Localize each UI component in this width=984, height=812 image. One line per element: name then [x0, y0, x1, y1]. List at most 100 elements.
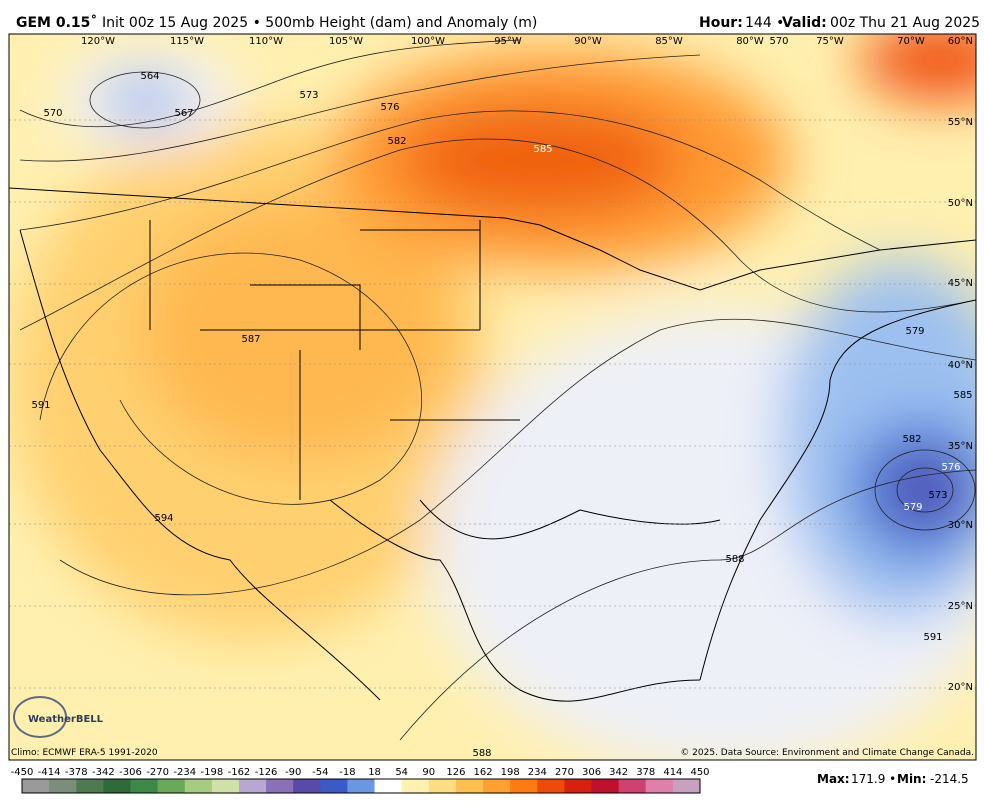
- colorbar-swatch: [266, 779, 294, 793]
- colorbar-swatch: [401, 779, 430, 793]
- colorbar-tick-label: -162: [228, 767, 251, 778]
- latitude-label: 45°N: [948, 278, 973, 289]
- latitude-label: 30°N: [948, 520, 973, 531]
- colorbar-tick-label: 90: [422, 767, 435, 778]
- contour-label: 564: [140, 71, 159, 82]
- longitude-label: 95°W: [494, 36, 522, 47]
- anomaly-field: [10, 34, 976, 760]
- colorbar-swatch: [510, 779, 538, 793]
- colorbar-tick-label: -270: [146, 767, 169, 778]
- contour-label: 588: [725, 554, 744, 565]
- hour-label: Hour:: [699, 15, 743, 31]
- colorbar-tick-label: 234: [528, 767, 547, 778]
- contour-label: 582: [387, 136, 406, 147]
- colorbar-swatch: [211, 779, 240, 793]
- colorbar-tick-label: -198: [200, 767, 223, 778]
- max: 171.9 •: [851, 772, 896, 786]
- contour-labels: 564 567 570 573 576 582 585 587 591 594 579 585 582 5…: [31, 36, 972, 759]
- longitude-label: 110°W: [249, 36, 283, 47]
- longitude-label: 120°W: [81, 36, 115, 47]
- colorbar-swatch: [374, 779, 403, 793]
- colorbar-swatch: [537, 779, 565, 793]
- colorbar-swatch: [157, 779, 186, 793]
- colorbar-tick-label: -90: [285, 767, 301, 778]
- contour-label: 587: [241, 334, 260, 345]
- colorbar-tick-label: 198: [501, 767, 520, 778]
- contour-label: 585: [533, 144, 552, 155]
- contour-label: 591: [923, 632, 942, 643]
- colorbar-tick-label: 270: [555, 767, 574, 778]
- valid-label: Valid:: [782, 15, 827, 31]
- contour-label: 576: [380, 102, 399, 113]
- colorbar-swatch: [455, 779, 484, 793]
- title: Init 00z 15 Aug 2025 • 500mb Height (dam…: [102, 15, 537, 31]
- valid: 00z Thu 21 Aug 2025: [830, 15, 980, 31]
- longitude-label: 75°W: [816, 36, 844, 47]
- graticule: [9, 119, 976, 689]
- colorbar-swatch: [483, 779, 511, 793]
- latitude-label: 60°N: [948, 36, 973, 47]
- colorbar: -450 -414 -378 -342 -306 -270 -234 -198 -162 -126…: [11, 767, 710, 794]
- colorbar-tick-label: 378: [636, 767, 655, 778]
- colorbar-tick-label: -378: [65, 767, 88, 778]
- colorbar-tick-label: 162: [473, 767, 492, 778]
- colorbar-swatch: [293, 779, 321, 793]
- contour-label: 579: [903, 502, 922, 513]
- logo: WeatherBELL: [13, 696, 104, 738]
- map: 120°W 115°W 110°W 105°W 100°W 95°W 90°W 85°W 80°…: [9, 34, 976, 760]
- colorbar-tick-label: 306: [582, 767, 601, 778]
- contour-label: 591: [31, 400, 50, 411]
- contour-label: 567: [174, 108, 193, 119]
- colorbar-tick-label: -18: [339, 767, 355, 778]
- contour-label: 582: [902, 434, 921, 445]
- longitude-label: 115°W: [170, 36, 204, 47]
- colorbar-swatch: [238, 779, 267, 793]
- climo: Climo: ECMWF ERA-5 1991-2020: [11, 748, 158, 758]
- colorbar-swatch: [184, 779, 213, 793]
- contour-label: 594: [154, 513, 173, 524]
- model: GEM 0.15˚: [16, 14, 97, 31]
- contour-label: 570: [43, 108, 62, 119]
- min: -214.5: [930, 772, 969, 786]
- latitude-label: 55°N: [948, 117, 973, 128]
- colorbar-swatch: [22, 779, 50, 793]
- colorbar-swatch: [103, 779, 131, 793]
- latitude-label: 50°N: [948, 198, 973, 209]
- longitude-label: 90°W: [574, 36, 602, 47]
- colorbar-tick-label: -126: [255, 767, 278, 778]
- logo-text: WeatherBELL: [28, 714, 104, 725]
- colorbar-swatch: [428, 779, 457, 793]
- longitude-label: 100°W: [411, 36, 445, 47]
- longitude-label: 105°W: [329, 36, 363, 47]
- header: GEM 0.15˚ Init 00z 15 Aug 2025 • 500mb H…: [16, 14, 980, 31]
- contour-label: 573: [928, 490, 947, 501]
- colorbar-tick-label: 54: [395, 767, 408, 778]
- contour-label: 588: [472, 748, 491, 759]
- colorbar-tick-label: 126: [446, 767, 465, 778]
- map-frame: [8, 33, 977, 761]
- colorbar-tick-label: -342: [92, 767, 115, 778]
- colorbar-swatch: [49, 779, 77, 793]
- max-label: Max:: [817, 772, 850, 786]
- hour: 144 •: [745, 15, 784, 31]
- colorbar-swatch: [645, 779, 674, 793]
- colorbar-frame: [21, 778, 701, 794]
- colorbar-swatch: [618, 779, 647, 793]
- contour-label: 570: [769, 36, 788, 47]
- colorbar-tick-label: 18: [368, 767, 381, 778]
- colorbar-tick-label: -450: [11, 767, 34, 778]
- colorbar-swatch: [672, 779, 701, 793]
- colorbar-swatch: [76, 779, 104, 793]
- latitude-label: 35°N: [948, 441, 973, 452]
- longitude-label: 80°W: [736, 36, 764, 47]
- contour-label: 585: [953, 390, 972, 401]
- contours: [19, 39, 976, 741]
- latitude-label: 25°N: [948, 601, 973, 612]
- longitude-labels: 120°W 115°W 110°W 105°W 100°W 95°W 90°W 85°W 80°…: [81, 36, 925, 47]
- colorbar-tick-label: 414: [663, 767, 682, 778]
- colorbar-tick-label: -414: [38, 767, 61, 778]
- colorbar-swatch: [591, 779, 620, 793]
- colorbar-swatch: [320, 779, 348, 793]
- colorbar-tick-label: -234: [173, 767, 196, 778]
